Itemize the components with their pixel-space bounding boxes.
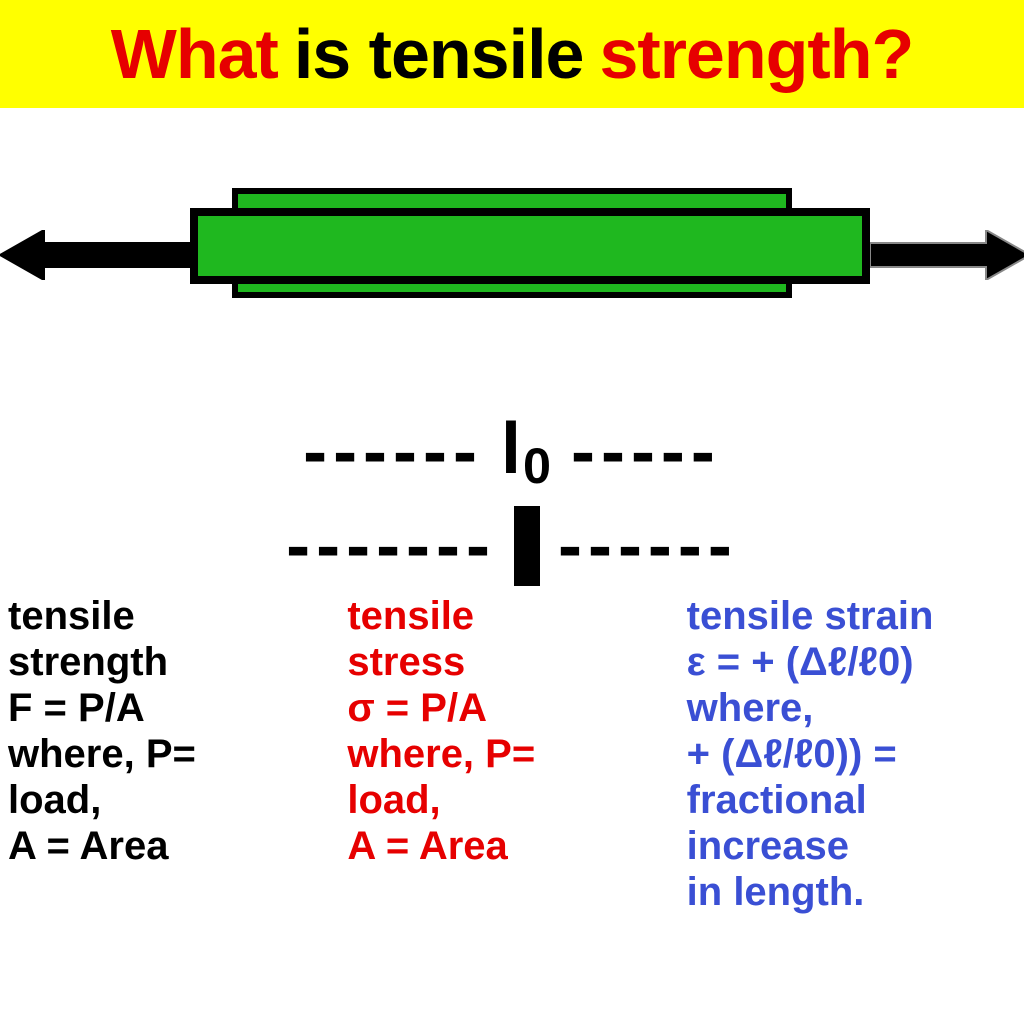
arrow-right-icon <box>870 230 1024 280</box>
dimension-labels: ------l0----- ------------- <box>0 408 1024 587</box>
formula-line: where, P= <box>8 731 337 777</box>
formula-line: tensile <box>347 593 676 639</box>
title-bar: What is tensile strength? <box>0 0 1024 108</box>
formula-line: load, <box>347 777 676 823</box>
formula-line: ε = + (Δℓ/ℓ0) <box>687 639 1016 685</box>
dim-stretched-length: ------------- <box>0 505 1024 587</box>
formula-line: A = Area <box>8 823 337 869</box>
bar-stretched <box>190 208 870 284</box>
formula-line: stress <box>347 639 676 685</box>
title-word-2: is tensile <box>286 14 592 94</box>
formula-line: in length. <box>687 869 1016 915</box>
formula-line: fractional <box>687 777 1016 823</box>
formula-line: where, P= <box>347 731 676 777</box>
formula-line: where, <box>687 685 1016 731</box>
formula-line: tensile strain <box>687 593 1016 639</box>
length-stretched-label <box>514 506 540 586</box>
formula-line: increase <box>687 823 1016 869</box>
formula-line: A = Area <box>347 823 676 869</box>
title-word-1: What <box>103 14 286 94</box>
formula-line: tensile <box>8 593 337 639</box>
length-original-label: l0 <box>501 408 553 495</box>
formula-line: load, <box>8 777 337 823</box>
tensile-strain-formula: tensile strainε = + (Δℓ/ℓ0)where,+ (Δℓ/ℓ… <box>687 593 1016 915</box>
arrow-left-icon <box>0 230 190 280</box>
tension-diagram <box>0 108 1024 408</box>
formula-columns: tensilestrengthF = P/Awhere, P=load,A = … <box>0 587 1024 915</box>
formula-line: strength <box>8 639 337 685</box>
formula-line: σ = P/A <box>347 685 676 731</box>
title-word-3: strength? <box>591 14 921 94</box>
tensile-stress-formula: tensilestress σ = P/Awhere, P=load,A = A… <box>347 593 676 915</box>
dim-original-length: ------l0----- <box>0 408 1024 495</box>
tensile-strength-formula: tensilestrengthF = P/Awhere, P=load,A = … <box>8 593 337 915</box>
formula-line: F = P/A <box>8 685 337 731</box>
formula-line: + (Δℓ/ℓ0)) = <box>687 731 1016 777</box>
